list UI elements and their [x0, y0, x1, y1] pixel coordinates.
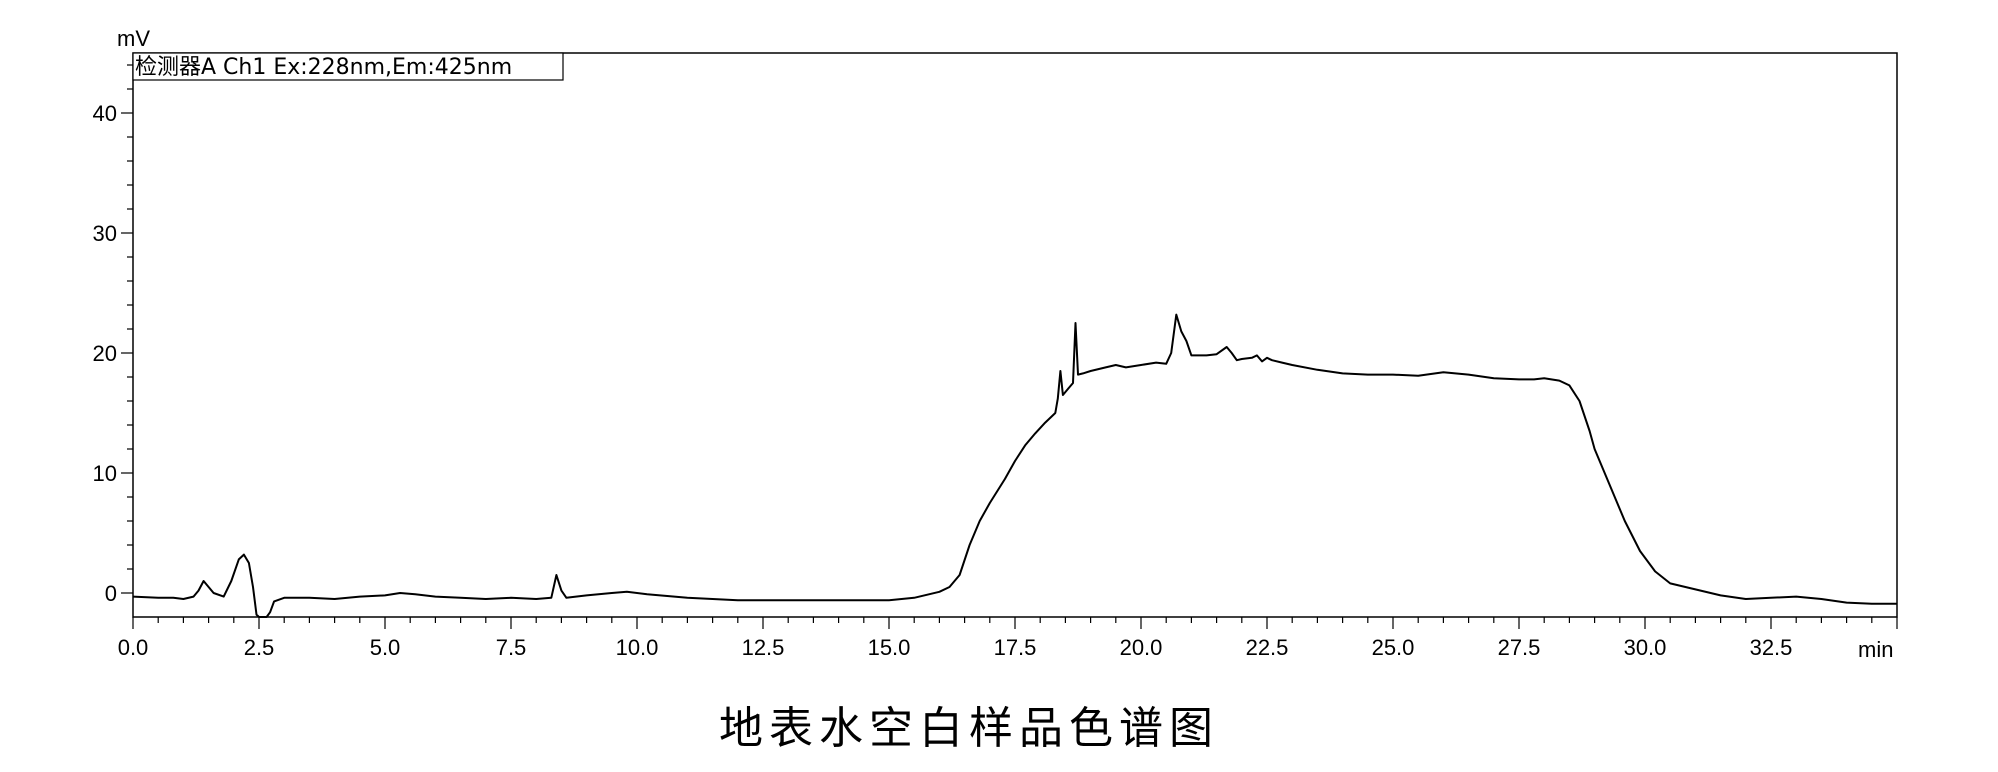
x-tick-label: 5.0	[370, 635, 401, 660]
x-tick-label: 22.5	[1246, 635, 1289, 660]
y-axis: 0 10 20 30 40	[93, 64, 133, 606]
x-tick-label: 32.5	[1750, 635, 1793, 660]
x-tick-label: 15.0	[868, 635, 911, 660]
y-unit-label: mV	[117, 26, 150, 51]
legend-box: 检测器A Ch1 Ex:228nm,Em:425nm	[132, 52, 564, 81]
x-axis: 0.0 2.5 5.0 7.5 10.0 12.5 15.0 17.5 20.0 22.5 25.0…	[118, 617, 1898, 660]
y-tick-label: 20	[93, 341, 117, 366]
y-tick-label: 40	[93, 101, 117, 126]
y-tick-label: 10	[93, 461, 117, 486]
series-layer	[132, 313, 1897, 618]
x-tick-label: 12.5	[742, 635, 785, 660]
legend-series-name: 检测器A Ch1 Ex:228nm,Em:425nm	[135, 55, 512, 80]
chart-title: 地表水空白样品色谱图	[719, 703, 1219, 754]
x-tick-label: 30.0	[1624, 635, 1667, 660]
x-tick-label: 2.5	[244, 635, 275, 660]
x-tick-label: 7.5	[496, 635, 527, 660]
x-tick-label: 27.5	[1498, 635, 1541, 660]
x-tick-label: 17.5	[994, 635, 1037, 660]
x-tick-label: 20.0	[1120, 635, 1163, 660]
y-tick-label: 30	[93, 221, 117, 246]
legend-frame	[132, 52, 564, 81]
x-tick-label: 25.0	[1372, 635, 1415, 660]
x-tick-label: 0.0	[118, 635, 149, 660]
x-unit-label: min	[1858, 637, 1893, 662]
plot-frame	[132, 52, 1898, 618]
y-tick-label: 0	[105, 581, 117, 606]
series-line	[132, 313, 1897, 618]
x-tick-label: 10.0	[616, 635, 659, 660]
